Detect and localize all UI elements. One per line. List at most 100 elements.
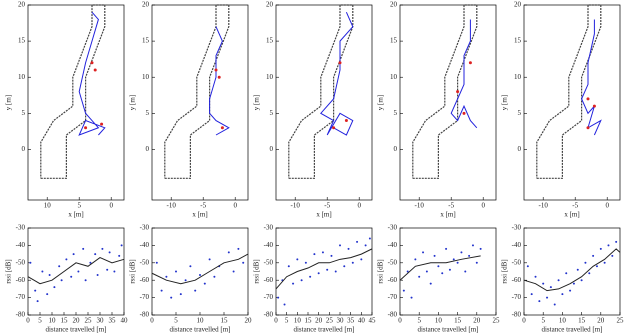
x-tick-label: -10 bbox=[167, 202, 177, 210]
y-tick-label: 15 bbox=[142, 37, 150, 45]
data-point bbox=[406, 270, 409, 273]
y-tick-label: -70 bbox=[264, 293, 274, 301]
data-point bbox=[586, 126, 590, 130]
x-axis-label: x [m] bbox=[316, 211, 331, 219]
x-tick-label: 30 bbox=[97, 317, 105, 325]
data-point bbox=[194, 289, 197, 292]
data-point bbox=[526, 265, 529, 268]
x-tick-label: 15 bbox=[578, 317, 586, 325]
data-point bbox=[189, 265, 192, 268]
x-tick-label: 0 bbox=[109, 202, 113, 210]
y-tick-label: -60 bbox=[16, 276, 26, 284]
x-tick-label: -5 bbox=[200, 202, 206, 210]
x-tick-label: 10 bbox=[294, 317, 302, 325]
data-point bbox=[576, 268, 579, 271]
data-point bbox=[330, 254, 333, 257]
series-line bbox=[275, 248, 373, 290]
x-tick-label: 15 bbox=[454, 317, 462, 325]
y-tick-label: -80 bbox=[264, 311, 274, 319]
y-tick-label: -50 bbox=[264, 258, 274, 266]
data-point bbox=[592, 254, 595, 257]
data-point bbox=[90, 61, 94, 65]
data-point bbox=[433, 254, 436, 257]
data-point bbox=[557, 279, 560, 282]
data-point bbox=[347, 247, 350, 250]
data-point bbox=[441, 272, 444, 275]
y-tick-label: -40 bbox=[16, 241, 26, 249]
x-tick-label: 40 bbox=[358, 317, 366, 325]
x-axis-label: x [m] bbox=[440, 211, 455, 219]
x-tick-label: -5 bbox=[324, 202, 330, 210]
data-point bbox=[586, 97, 590, 101]
data-point bbox=[462, 111, 466, 115]
data-point bbox=[538, 300, 541, 303]
y-tick-label: -70 bbox=[388, 293, 398, 301]
y-axis-label: y [m] bbox=[377, 95, 385, 110]
data-point bbox=[106, 268, 109, 271]
data-point bbox=[445, 247, 448, 250]
x-tick-label: 10 bbox=[197, 317, 205, 325]
x-tick-label: 20 bbox=[245, 317, 253, 325]
data-point bbox=[344, 119, 348, 123]
data-point bbox=[317, 272, 320, 275]
y-tick-label: 20 bbox=[514, 1, 522, 9]
y-tick-label: 20 bbox=[266, 1, 274, 9]
x-tick-label: 0 bbox=[150, 317, 154, 325]
data-point bbox=[36, 300, 39, 303]
x-tick-label: 10 bbox=[44, 202, 52, 210]
data-point bbox=[213, 275, 216, 278]
data-point bbox=[452, 258, 455, 261]
data-point bbox=[89, 261, 92, 264]
y-tick-label: 5 bbox=[270, 109, 274, 117]
y-tick-label: -30 bbox=[388, 224, 398, 232]
y-tick-label: 20 bbox=[390, 1, 398, 9]
y-tick-label: 0 bbox=[146, 145, 150, 153]
x-axis-label: distance travelled [m] bbox=[541, 326, 602, 334]
x-tick-label: 5 bbox=[541, 317, 545, 325]
data-point bbox=[418, 275, 421, 278]
series-line bbox=[27, 257, 125, 285]
data-point bbox=[565, 272, 568, 275]
data-point bbox=[100, 122, 104, 126]
data-point bbox=[456, 261, 459, 264]
y-axis-label: y [m] bbox=[129, 95, 137, 110]
x-tick-label: -5 bbox=[448, 202, 454, 210]
series-line bbox=[450, 19, 478, 129]
data-point bbox=[414, 258, 417, 261]
series-line bbox=[78, 11, 106, 136]
series-line bbox=[151, 253, 249, 285]
data-point bbox=[549, 286, 552, 289]
x-axis-label: x [m] bbox=[68, 211, 83, 219]
data-point bbox=[475, 261, 478, 264]
y-tick-label: 15 bbox=[18, 37, 26, 45]
data-point bbox=[108, 251, 111, 254]
series-line bbox=[399, 255, 481, 281]
data-point bbox=[332, 126, 336, 130]
y-axis-label: y [m] bbox=[253, 95, 261, 110]
x-axis-label: distance travelled [m] bbox=[169, 326, 230, 334]
y-tick-label: -60 bbox=[140, 276, 150, 284]
y-tick-label: -40 bbox=[140, 241, 150, 249]
y-tick-label: -30 bbox=[512, 224, 522, 232]
series-line bbox=[320, 12, 354, 136]
y-tick-label: -40 bbox=[264, 241, 274, 249]
y-axis-label: y [m] bbox=[501, 95, 509, 110]
x-tick-label: 0 bbox=[357, 202, 361, 210]
y-tick-label: -60 bbox=[264, 276, 274, 284]
data-point bbox=[184, 279, 187, 282]
x-tick-label: 10 bbox=[49, 317, 57, 325]
series-line bbox=[209, 26, 230, 136]
data-point bbox=[468, 61, 472, 65]
x-axis-label: distance travelled [m] bbox=[417, 326, 478, 334]
x-tick-label: 5 bbox=[38, 317, 42, 325]
y-tick-label: -70 bbox=[512, 293, 522, 301]
x-tick-label: 5 bbox=[285, 317, 289, 325]
data-point bbox=[448, 268, 451, 271]
data-point bbox=[468, 254, 471, 257]
data-point bbox=[334, 270, 337, 273]
y-tick-label: -70 bbox=[16, 293, 26, 301]
data-point bbox=[227, 251, 230, 254]
series-line bbox=[581, 19, 602, 136]
plot-frame bbox=[399, 4, 497, 201]
